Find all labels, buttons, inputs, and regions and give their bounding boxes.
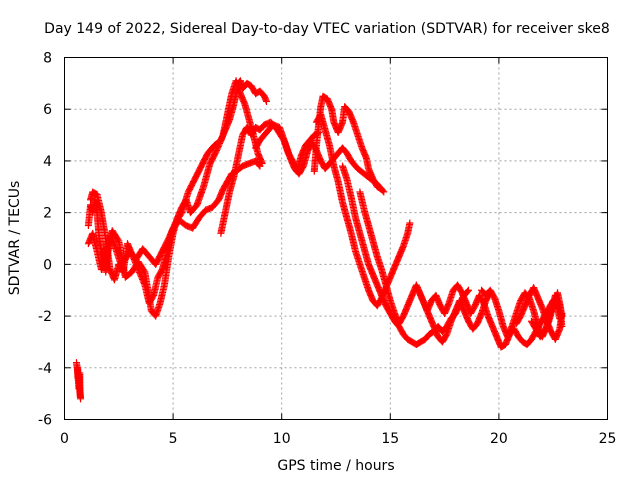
chart-title: Day 149 of 2022, Sidereal Day-to-day VTE… <box>44 21 610 37</box>
y-tick-label: 2 <box>43 206 52 222</box>
x-tick-label: 15 <box>381 431 399 447</box>
data-point <box>464 287 472 295</box>
data-point <box>558 312 566 320</box>
y-tick-label: -6 <box>38 413 52 429</box>
series-track-6 <box>310 92 386 193</box>
axis-ticks <box>64 57 608 420</box>
series-track-4 <box>217 118 323 237</box>
y-tick-label: 0 <box>43 257 52 273</box>
x-tick-label: 20 <box>490 431 508 447</box>
data-point <box>378 185 386 193</box>
x-tick-label: 0 <box>60 431 69 447</box>
series-isolated-early <box>72 359 85 403</box>
data-point <box>75 384 83 392</box>
y-axis-label: SDTVAR / TECUs <box>7 181 23 296</box>
x-tick-label: 10 <box>273 431 291 447</box>
series-track-5 <box>252 121 388 196</box>
data-points <box>72 77 566 403</box>
series-track-3 <box>84 77 266 320</box>
y-tick-label: -2 <box>38 309 52 325</box>
data-point <box>377 185 385 193</box>
data-point <box>464 286 472 294</box>
y-tick-label: -4 <box>38 361 52 377</box>
data-point <box>258 160 266 168</box>
series-track-13 <box>527 289 566 341</box>
y-tick-label: 4 <box>43 154 52 170</box>
plot-frame <box>64 57 608 420</box>
y-tick-labels: -6 -4 -2 0 2 4 6 8 <box>38 51 52 429</box>
series-track-9 <box>356 188 494 346</box>
data-point <box>262 97 270 105</box>
series-track-2 <box>87 77 270 307</box>
x-tick-labels: 0 5 10 15 20 25 <box>60 431 616 447</box>
y-tick-label: 8 <box>43 51 52 67</box>
x-tick-label: 5 <box>169 431 178 447</box>
grid <box>64 57 608 420</box>
data-point <box>406 219 414 227</box>
x-axis-label: GPS time / hours <box>277 458 394 474</box>
y-tick-label: 6 <box>43 102 52 118</box>
x-tick-label: 25 <box>599 431 617 447</box>
